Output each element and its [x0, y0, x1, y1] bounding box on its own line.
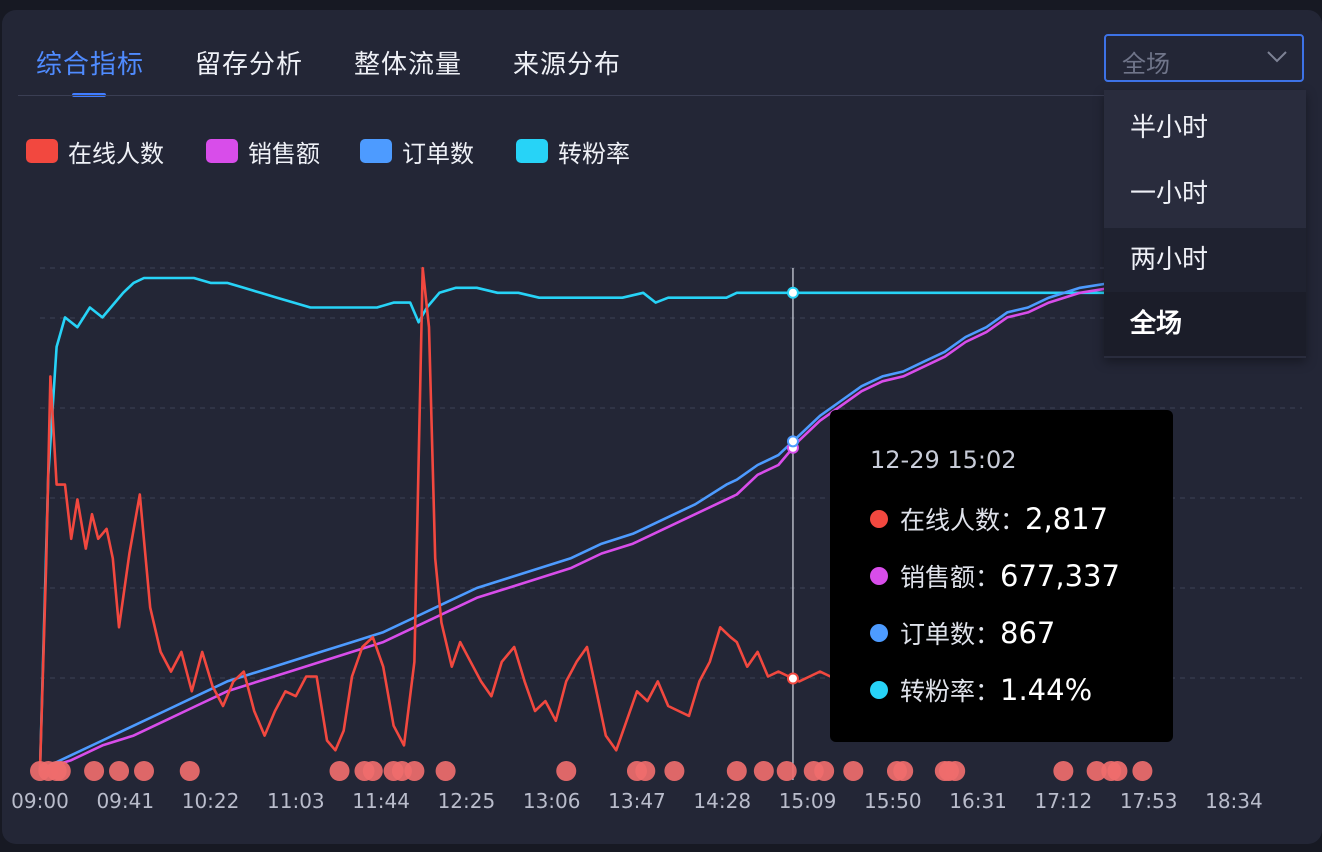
x-tick-label: 18:34 [1205, 789, 1263, 813]
x-tick-label: 17:12 [1035, 789, 1093, 813]
tooltip-label: 订单数： [900, 620, 1001, 649]
option-half-hour[interactable]: 半小时 [1130, 113, 1209, 143]
tab-bar: 综合指标 留存分析 整体流量 来源分布 [2, 10, 1322, 97]
event-marker [664, 761, 685, 781]
tooltip-row-sales: 销售额： 677,337 [870, 556, 1120, 596]
legend-swatch [360, 139, 392, 163]
tab-overall-metrics[interactable]: 综合指标 [36, 50, 145, 80]
event-marker [404, 761, 425, 781]
event-marker [1053, 761, 1074, 781]
x-tick-label: 13:06 [523, 789, 581, 813]
hover-point-4 [786, 286, 799, 299]
tooltip-value: 2,817 [1025, 502, 1109, 536]
x-tick-label: 17:53 [1120, 789, 1178, 813]
event-marker [84, 761, 105, 781]
x-tick-label: 15:50 [864, 789, 922, 813]
tooltip-row-orders: 订单数： 867 [870, 613, 1055, 653]
tooltip-label: 转粉率： [900, 677, 1001, 706]
x-tick-label: 09:41 [96, 789, 154, 813]
hover-point-3 [786, 435, 799, 448]
event-marker [893, 761, 914, 781]
legend-label: 订单数 [402, 139, 474, 168]
event-marker [635, 761, 656, 781]
event-marker [726, 761, 747, 781]
chart-tooltip: 12-29 15:02 在线人数： 2,817 销售额： 677,337 订单数… [830, 410, 1173, 742]
event-marker [134, 761, 154, 781]
tab-overall-traffic[interactable]: 整体流量 [354, 50, 463, 80]
event-marker [814, 761, 835, 781]
option-full-session[interactable]: 全场 [1104, 292, 1306, 356]
tooltip-row-online-users: 在线人数： 2,817 [870, 499, 1108, 539]
time-range-select[interactable]: 全场 [1104, 34, 1304, 82]
event-marker [435, 761, 456, 781]
event-marker [109, 761, 130, 781]
time-range-value: 全场 [1122, 50, 1170, 78]
tooltip-dot [870, 681, 888, 699]
event-marker [179, 761, 200, 781]
tooltip-time: 12-29 15:02 [870, 446, 1017, 474]
tooltip-dot [870, 624, 888, 642]
legend-label: 转粉率 [558, 139, 630, 168]
event-marker [329, 761, 350, 781]
x-tick-label: 13:47 [608, 789, 666, 813]
event-marker [945, 761, 966, 781]
tooltip-row-fan-conversion: 转粉率： 1.44% [870, 670, 1092, 710]
x-tick-label: 14:28 [693, 789, 751, 813]
x-tick-label: 11:03 [267, 789, 325, 813]
legend-label: 销售额 [248, 139, 320, 168]
series-line-4 [38, 276, 1143, 771]
tooltip-dot [870, 510, 888, 528]
legend-label: 在线人数 [68, 139, 164, 168]
x-tick-label: 11:44 [352, 789, 410, 813]
event-marker [1132, 761, 1153, 781]
legend-online-users[interactable]: 在线人数 [26, 136, 164, 168]
time-range-dropdown: 半小时 一小时 两小时 全场 [1104, 90, 1306, 358]
legend-orders[interactable]: 订单数 [360, 136, 474, 168]
option-two-hours[interactable]: 两小时 [1104, 228, 1306, 292]
x-tick-label: 16:31 [949, 789, 1007, 813]
x-tick-label: 09:00 [11, 789, 69, 813]
series-line-2 [39, 286, 1143, 772]
x-tick-label: 15:09 [779, 789, 837, 813]
chevron-down-icon [1267, 51, 1287, 63]
tooltip-value: 677,337 [1000, 559, 1120, 593]
event-marker [50, 761, 71, 781]
event-marker [556, 761, 577, 781]
hover-point-1 [786, 672, 799, 685]
tooltip-label: 销售额： [900, 563, 1001, 592]
event-marker [1107, 761, 1128, 781]
x-tick-label: 12:25 [438, 789, 496, 813]
legend-sales[interactable]: 销售额 [206, 136, 320, 168]
event-marker [362, 761, 383, 781]
legend-swatch [516, 139, 548, 163]
tooltip-dot [870, 567, 888, 585]
tooltip-value: 1.44% [1000, 673, 1093, 707]
tooltip-label: 在线人数： [900, 506, 1026, 535]
legend-fan-conversion[interactable]: 转粉率 [516, 136, 630, 168]
event-marker [843, 761, 864, 781]
series-line-3 [39, 281, 1143, 772]
option-one-hour[interactable]: 一小时 [1130, 179, 1209, 209]
tooltip-value: 867 [1000, 616, 1056, 650]
tab-retention-analysis[interactable]: 留存分析 [195, 50, 304, 80]
tab-source-distribution[interactable]: 来源分布 [513, 50, 622, 80]
tab-divider [18, 95, 1306, 96]
event-marker [1086, 761, 1107, 781]
legend-swatch [206, 139, 238, 163]
event-marker [776, 761, 797, 781]
x-tick-label: 10:22 [182, 789, 240, 813]
legend-swatch [26, 139, 58, 163]
event-marker [753, 761, 774, 781]
chart-panel: 综合指标 留存分析 整体流量 来源分布 全场 在线人数 销售额 订单数 转粉率 … [2, 10, 1322, 844]
